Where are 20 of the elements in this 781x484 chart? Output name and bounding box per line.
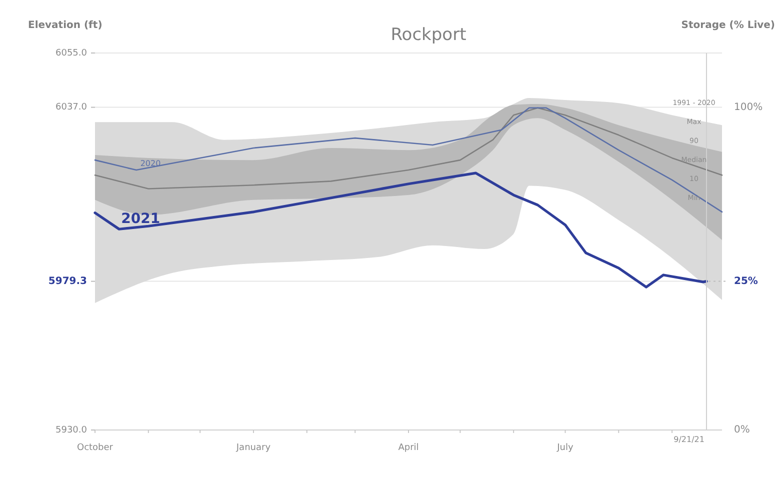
annotation: 25% bbox=[734, 276, 758, 288]
ref-line-label: 9/21/21 bbox=[674, 435, 704, 444]
y-tick-label: 5930.0 bbox=[56, 425, 88, 436]
text: 0% bbox=[734, 424, 750, 436]
y-tick-label: 6037.0 bbox=[56, 102, 88, 113]
series-label: 2020 bbox=[140, 159, 161, 168]
line-series bbox=[94, 107, 723, 213]
line-series bbox=[94, 107, 723, 190]
x-tick-label: October bbox=[76, 443, 114, 453]
line-series bbox=[94, 172, 708, 288]
y-tick-label: 6055.0 bbox=[56, 48, 88, 58]
series-label: 2021 bbox=[121, 211, 160, 228]
x-tick-label: April bbox=[398, 443, 419, 453]
y2-axis-title: Storage (% Live) bbox=[681, 20, 775, 31]
chart-title: Rockport bbox=[390, 25, 467, 45]
text: 100% bbox=[734, 102, 763, 114]
y-axis-title: Elevation (ft) bbox=[28, 20, 102, 31]
y-tick-label: 5979.3 bbox=[48, 276, 88, 288]
x-tick-label: January bbox=[235, 443, 272, 453]
x-tick-label: July bbox=[556, 443, 574, 453]
